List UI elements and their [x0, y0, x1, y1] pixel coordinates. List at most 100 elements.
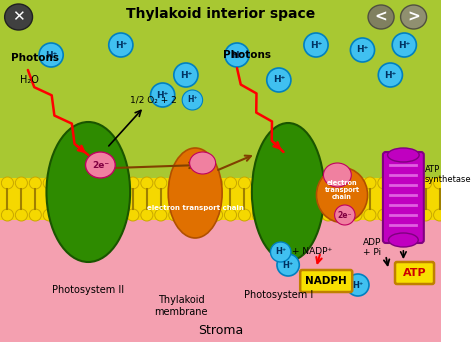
Ellipse shape	[225, 43, 249, 67]
Ellipse shape	[169, 209, 181, 221]
Text: Photosystem II: Photosystem II	[52, 285, 124, 295]
Bar	[0, 195, 440, 342]
Text: H⁺: H⁺	[273, 76, 285, 84]
Ellipse shape	[368, 5, 394, 29]
Ellipse shape	[266, 209, 278, 221]
Ellipse shape	[168, 148, 222, 238]
Ellipse shape	[378, 63, 402, 87]
Ellipse shape	[182, 209, 195, 221]
Ellipse shape	[225, 209, 237, 221]
Ellipse shape	[378, 177, 390, 189]
Text: NADPH: NADPH	[305, 276, 347, 286]
Text: H⁺: H⁺	[45, 51, 57, 60]
Ellipse shape	[336, 177, 348, 189]
Text: H⁺: H⁺	[384, 70, 396, 79]
Ellipse shape	[225, 177, 237, 189]
Text: <: <	[374, 10, 387, 25]
Text: H⁺: H⁺	[275, 248, 286, 256]
Ellipse shape	[346, 274, 369, 296]
Ellipse shape	[238, 209, 250, 221]
Ellipse shape	[252, 209, 264, 221]
Text: >: >	[407, 10, 420, 25]
Ellipse shape	[304, 33, 328, 57]
Ellipse shape	[109, 33, 133, 57]
Text: ATP: ATP	[403, 268, 426, 278]
Ellipse shape	[85, 177, 97, 189]
Ellipse shape	[169, 177, 181, 189]
Ellipse shape	[182, 90, 202, 110]
Ellipse shape	[43, 209, 55, 221]
Text: 2e⁻: 2e⁻	[337, 210, 352, 220]
Ellipse shape	[85, 152, 115, 178]
Ellipse shape	[392, 33, 416, 57]
Text: Thylakoid interior space: Thylakoid interior space	[126, 7, 315, 21]
Text: ✕: ✕	[12, 10, 25, 25]
Ellipse shape	[99, 177, 111, 189]
Ellipse shape	[15, 177, 27, 189]
Text: H⁺: H⁺	[356, 45, 369, 54]
Text: ADP
+ Pi: ADP + Pi	[363, 238, 381, 258]
Ellipse shape	[46, 122, 130, 262]
Text: H⁺: H⁺	[231, 51, 243, 60]
Ellipse shape	[252, 177, 264, 189]
Text: 2e⁻: 2e⁻	[92, 160, 109, 170]
Ellipse shape	[266, 177, 278, 189]
Ellipse shape	[57, 209, 69, 221]
Ellipse shape	[127, 177, 139, 189]
Text: electron transport chain: electron transport chain	[147, 205, 244, 211]
Text: Photosystem I: Photosystem I	[244, 290, 313, 300]
Text: H⁺: H⁺	[115, 40, 127, 50]
Ellipse shape	[389, 233, 418, 247]
Ellipse shape	[350, 209, 362, 221]
Ellipse shape	[174, 63, 198, 87]
Ellipse shape	[29, 177, 41, 189]
Ellipse shape	[155, 177, 167, 189]
Ellipse shape	[197, 209, 209, 221]
FancyBboxPatch shape	[383, 152, 424, 243]
Ellipse shape	[378, 209, 390, 221]
Ellipse shape	[238, 177, 250, 189]
Ellipse shape	[155, 209, 167, 221]
Ellipse shape	[335, 205, 355, 225]
Ellipse shape	[271, 242, 291, 262]
Ellipse shape	[280, 177, 292, 189]
Text: H⁺: H⁺	[352, 280, 364, 289]
Ellipse shape	[113, 177, 125, 189]
Ellipse shape	[350, 177, 362, 189]
Ellipse shape	[434, 209, 446, 221]
Text: Photons: Photons	[11, 53, 59, 63]
Ellipse shape	[210, 209, 223, 221]
Bar	[0, 178, 440, 220]
Ellipse shape	[210, 177, 223, 189]
Ellipse shape	[127, 209, 139, 221]
Ellipse shape	[29, 209, 41, 221]
Ellipse shape	[85, 209, 97, 221]
Ellipse shape	[71, 177, 83, 189]
FancyBboxPatch shape	[395, 262, 434, 284]
Ellipse shape	[388, 148, 419, 162]
Ellipse shape	[336, 209, 348, 221]
Ellipse shape	[323, 163, 351, 187]
Text: H⁺: H⁺	[310, 40, 322, 50]
Text: Photons: Photons	[223, 50, 271, 60]
Text: Thylakoid
membrane: Thylakoid membrane	[155, 295, 208, 317]
Ellipse shape	[280, 209, 292, 221]
Ellipse shape	[15, 209, 27, 221]
Ellipse shape	[151, 83, 175, 107]
Ellipse shape	[434, 177, 446, 189]
Ellipse shape	[392, 177, 404, 189]
Ellipse shape	[57, 177, 69, 189]
Ellipse shape	[99, 209, 111, 221]
Ellipse shape	[113, 209, 125, 221]
Ellipse shape	[419, 177, 432, 189]
Text: H⁺: H⁺	[180, 70, 192, 79]
FancyBboxPatch shape	[300, 270, 352, 292]
Text: H⁺: H⁺	[398, 40, 410, 50]
Bar	[0, 0, 440, 195]
Ellipse shape	[1, 177, 13, 189]
Ellipse shape	[5, 4, 33, 30]
Ellipse shape	[401, 5, 427, 29]
Ellipse shape	[392, 209, 404, 221]
Text: H⁺: H⁺	[187, 95, 198, 105]
Ellipse shape	[197, 177, 209, 189]
